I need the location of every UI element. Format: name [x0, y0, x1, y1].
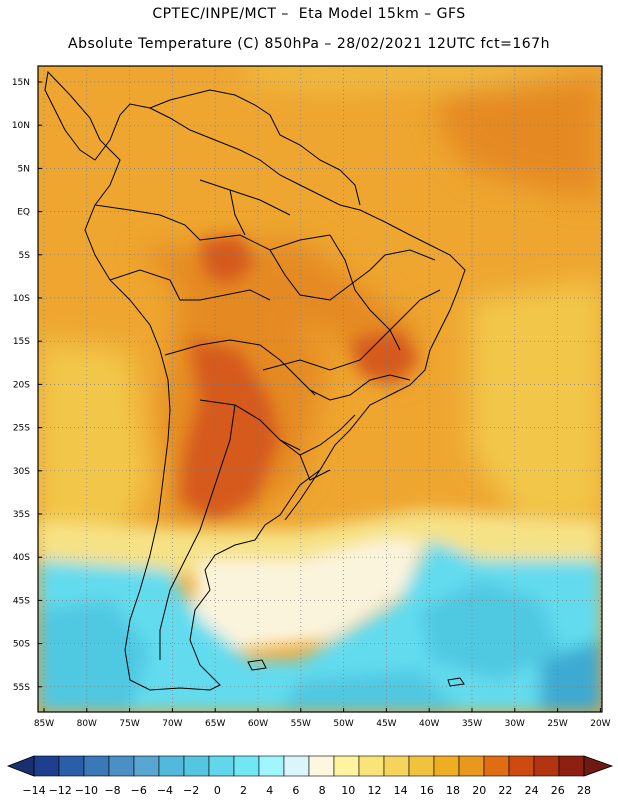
colorbar-swatch	[233, 755, 260, 777]
temperature-field	[38, 66, 602, 712]
colorbar-label: 2	[240, 784, 247, 797]
colorbar-swatch	[258, 755, 285, 777]
colorbar-label: 20	[472, 784, 486, 797]
colorbar-swatch	[133, 755, 160, 777]
colorbar-swatch	[408, 755, 435, 777]
lat-tick-label: 5N	[18, 164, 30, 174]
latitude-labels: 15N 10N 5N EQ 5S 10S 15S 20S 25S 30S 35S 40S 45S 50S 5…	[12, 78, 42, 693]
lon-tick-label: 75W	[119, 719, 139, 729]
colorbar-swatches	[33, 755, 585, 777]
colorbar-label: −10	[75, 784, 98, 797]
colorbar-swatch	[358, 755, 385, 777]
coastlines	[44, 70, 466, 691]
colorbar-label: −14	[22, 784, 45, 797]
colorbar-swatch	[458, 755, 485, 777]
colorbar-swatch	[108, 755, 135, 777]
lon-tick-label: 55W	[291, 719, 311, 729]
colorbar-label: 22	[498, 784, 512, 797]
colorbar-swatch	[158, 755, 185, 777]
lat-tick-label: 50S	[13, 640, 30, 650]
colorbar-swatch	[208, 755, 235, 777]
colorbar-label: −8	[104, 784, 120, 797]
colorbar-label: 18	[446, 784, 460, 797]
lon-tick-label: 50W	[333, 719, 353, 729]
lon-tick-label: 85W	[34, 719, 54, 729]
lat-tick-label: 55S	[13, 683, 30, 693]
colorbar-swatch	[533, 755, 560, 777]
colorbar-swatch	[183, 755, 210, 777]
colorbar-label: 12	[367, 784, 381, 797]
colorbar-swatch	[308, 755, 335, 777]
lon-tick-label: 80W	[77, 719, 97, 729]
lat-tick-label: 25S	[13, 424, 30, 434]
colorbar-label: −2	[183, 784, 199, 797]
colorbar-swatch	[433, 755, 460, 777]
colorbar-swatch	[383, 755, 410, 777]
lat-tick-label: EQ	[17, 208, 30, 218]
map-subtitle: Absolute Temperature (C) 850hPa – 28/02/…	[68, 36, 550, 52]
colorbar-swatch	[483, 755, 510, 777]
lon-tick-label: 25W	[547, 719, 567, 729]
colorbar-swatch	[508, 755, 535, 777]
lat-tick-label: 15S	[13, 337, 30, 347]
lat-tick-label: 40S	[13, 553, 30, 563]
lat-tick-label: 30S	[13, 467, 30, 477]
lon-tick-label: 60W	[248, 719, 268, 729]
lat-tick-label: 15N	[12, 78, 30, 88]
colorbar-label: 10	[341, 784, 355, 797]
colorbar-label: −4	[157, 784, 173, 797]
colorbar-label: 26	[551, 784, 565, 797]
lat-tick-label: 45S	[13, 596, 30, 606]
colorbar-labels: −14 −12 −10 −8 −6 −4 −2 0 2 4 6 8 10 12 14 16 18 20 22 24 26…	[22, 784, 591, 797]
colorbar-swatch	[33, 755, 60, 777]
colorbar-swatch	[58, 755, 85, 777]
lat-tick-label: 35S	[13, 510, 30, 520]
lat-tick-label: 10N	[12, 121, 30, 131]
colorbar-swatch	[283, 755, 310, 777]
lat-tick-label: 10S	[13, 294, 30, 304]
map-title: CPTEC/INPE/MCT – Eta Model 15km – GFS	[152, 6, 466, 22]
colorbar-label: 16	[420, 784, 434, 797]
colorbar-label: 0	[214, 784, 221, 797]
lon-tick-label: 65W	[205, 719, 225, 729]
colorbar-label: 24	[525, 784, 539, 797]
lon-tick-label: 35W	[462, 719, 482, 729]
colorbar-label: 4	[266, 784, 273, 797]
colorbar: −14 −12 −10 −8 −6 −4 −2 0 2 4 6 8 10 12 14 16 18 20 22 24 26…	[6, 755, 614, 797]
lon-tick-label: 45W	[376, 719, 396, 729]
lat-tick-label: 20S	[13, 380, 30, 390]
lat-tick-label: 5S	[19, 251, 31, 261]
colorbar-min-arrow	[6, 755, 35, 777]
colorbar-label: 6	[292, 784, 299, 797]
colorbar-swatch	[83, 755, 110, 777]
lon-tick-label: 70W	[162, 719, 182, 729]
longitude-labels: 85W 80W 75W 70W 65W 60W 55W 50W 45W 40W 35W 30W 25W 2…	[34, 708, 611, 729]
lon-tick-label: 30W	[505, 719, 525, 729]
colorbar-swatch	[558, 755, 585, 777]
map-frame	[37, 65, 603, 713]
colorbar-max-arrow	[583, 755, 614, 777]
lon-tick-label: 20W	[590, 719, 610, 729]
colorbar-swatch	[333, 755, 360, 777]
colorbar-label: 8	[319, 784, 326, 797]
colorbar-label: 14	[394, 784, 408, 797]
colorbar-label: 28	[577, 784, 591, 797]
colorbar-label: −12	[49, 784, 72, 797]
lon-tick-label: 40W	[419, 719, 439, 729]
colorbar-label: −6	[131, 784, 147, 797]
